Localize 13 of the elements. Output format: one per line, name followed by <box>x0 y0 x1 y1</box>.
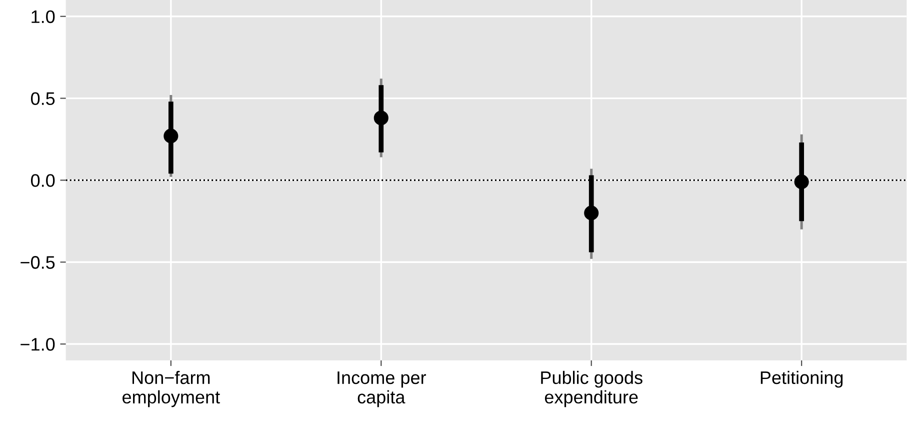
x-tick-label: Public goods expenditure <box>541 370 642 408</box>
y-tick-label: 0.0 <box>31 174 55 187</box>
x-tick-label: Income per capita <box>338 371 426 408</box>
y-tick-label: −1.0 <box>20 338 55 351</box>
point <box>164 128 178 144</box>
point <box>794 174 809 190</box>
y-tick-label: −0.5 <box>20 256 55 269</box>
y-tick-label: 1.0 <box>32 10 55 24</box>
x-tick-label: Non−farm employment <box>122 370 220 408</box>
x-tick-label: Petitioning <box>760 370 843 388</box>
point <box>374 110 388 126</box>
point <box>584 206 599 220</box>
y-tick-label: 0.5 <box>31 92 55 106</box>
